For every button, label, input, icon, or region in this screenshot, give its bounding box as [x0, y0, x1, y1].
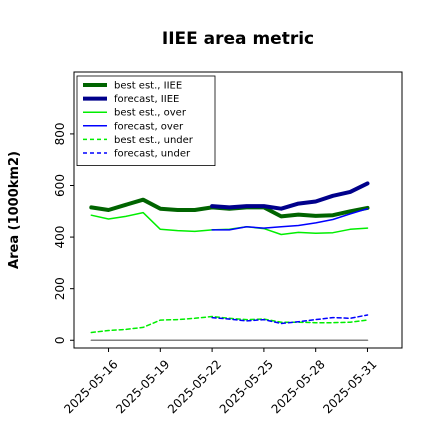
series-line-3 — [211, 207, 369, 231]
chart-title: IIEE area metric — [162, 29, 314, 49]
series-line-4 — [90, 315, 369, 334]
legend-label: best est., under — [114, 135, 194, 146]
y-tick-label: 600 — [53, 174, 67, 197]
y-axis: 0 200 400 600 800 — [53, 122, 74, 344]
legend-label: best est., IIEE — [114, 81, 182, 92]
x-axis: 2025-05-162025-05-192025-05-222025-05-25… — [61, 348, 380, 416]
x-tick-label: 2025-05-25 — [217, 357, 276, 416]
legend-label: forecast, under — [114, 149, 191, 160]
x-tick-label: 2025-05-28 — [269, 357, 328, 416]
legend-label: best est., over — [114, 108, 187, 119]
y-tick-label: 800 — [53, 122, 67, 145]
x-tick-label: 2025-05-19 — [113, 357, 172, 416]
x-tick-label: 2025-05-22 — [165, 357, 224, 416]
y-tick-label: 400 — [53, 226, 67, 249]
legend-label: forecast, over — [114, 121, 184, 132]
y-tick-label: 200 — [53, 277, 67, 300]
plot-frame — [73, 71, 403, 349]
legend-label: forecast, IIEE — [114, 94, 179, 105]
legend-box — [76, 75, 216, 166]
series-line-1 — [210, 181, 370, 211]
y-axis-label: Area (1000km2) — [7, 151, 22, 269]
y-tick-label: 0 — [53, 336, 67, 344]
series-layer — [89, 181, 370, 342]
legend: best est., IIEE forecast, IIEE best est., … — [76, 75, 216, 166]
x-tick-label: 2025-05-31 — [320, 357, 379, 416]
x-tick-label: 2025-05-16 — [61, 357, 120, 416]
series-line-5 — [211, 314, 369, 325]
